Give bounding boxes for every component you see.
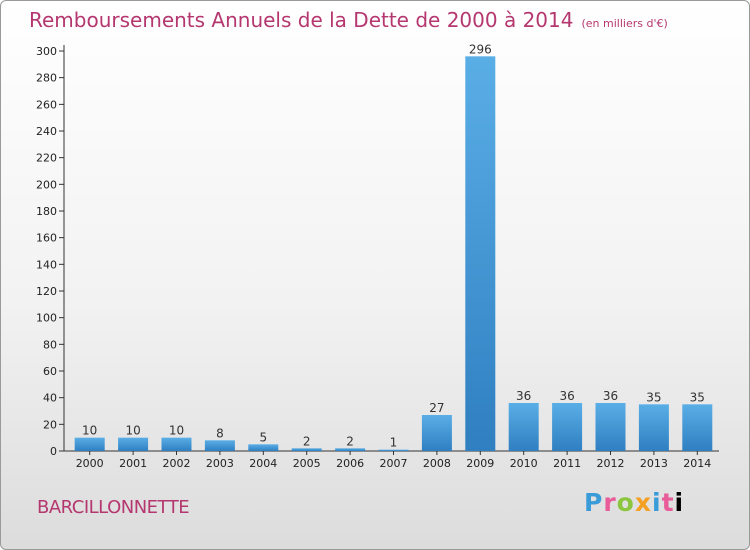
y-tick-label: 220 — [36, 152, 57, 165]
data-label-2013: 35 — [646, 390, 661, 404]
x-tick-label-2003: 2003 — [206, 457, 234, 470]
bar-2001 — [118, 437, 149, 451]
bar-2014 — [682, 404, 713, 451]
data-label-2008: 27 — [429, 401, 444, 415]
data-label-2002: 10 — [169, 424, 184, 438]
bar-2013 — [638, 404, 669, 451]
bar-2005 — [291, 448, 322, 451]
x-tick-label-2013: 2013 — [640, 457, 668, 470]
logo-letter: r — [603, 488, 617, 517]
bar-2008 — [421, 415, 452, 451]
x-tick-label-2000: 2000 — [76, 457, 104, 470]
data-label-2003: 8 — [216, 426, 224, 440]
y-tick-label: 200 — [36, 178, 57, 191]
x-tick-label-2005: 2005 — [293, 457, 321, 470]
bar-2012 — [595, 403, 626, 451]
data-label-2012: 36 — [603, 389, 618, 403]
logo-letter: i — [652, 488, 662, 517]
logo-letter: x — [634, 488, 652, 517]
data-label-2009: 296 — [469, 42, 492, 56]
logo-letter: i — [674, 488, 685, 517]
y-tick-label: 80 — [43, 338, 57, 351]
data-label-2006: 2 — [346, 434, 354, 448]
y-tick-label: 140 — [36, 258, 57, 271]
y-tick-label: 60 — [43, 365, 57, 378]
y-tick-label: 260 — [36, 98, 57, 111]
x-tick-label-2007: 2007 — [380, 457, 408, 470]
proxiti-logo: Proxiti — [584, 488, 684, 517]
data-label-2010: 36 — [516, 389, 531, 403]
data-label-2000: 10 — [82, 424, 97, 438]
data-label-2014: 35 — [690, 390, 705, 404]
y-tick-label: 280 — [36, 72, 57, 85]
bar-2011 — [552, 403, 583, 451]
bar-2010 — [508, 403, 539, 451]
bar-2009 — [465, 56, 496, 451]
chart-title: Remboursements Annuels de la Dette de 20… — [29, 8, 668, 32]
data-label-2001: 10 — [125, 424, 140, 438]
x-tick-label-2001: 2001 — [119, 457, 147, 470]
logo-letter: t — [661, 488, 675, 517]
y-tick-label: 0 — [50, 445, 57, 458]
bar-2002 — [161, 437, 192, 451]
y-tick-label: 120 — [36, 285, 57, 298]
x-tick-label-2008: 2008 — [423, 457, 451, 470]
x-tick-label-2009: 2009 — [466, 457, 494, 470]
chart-unit-note: (en milliers d'€) — [581, 17, 668, 30]
bar-2000 — [74, 437, 105, 451]
x-tick-label-2010: 2010 — [510, 457, 538, 470]
chart-title-text: Remboursements Annuels de la Dette de 20… — [29, 8, 574, 32]
bar-2006 — [335, 448, 366, 451]
bar-2003 — [204, 440, 235, 451]
logo-letter: P — [584, 488, 604, 517]
bar-2007 — [378, 449, 409, 451]
bar-2004 — [248, 444, 279, 451]
y-tick-label: 300 — [36, 45, 57, 58]
x-tick-label-2006: 2006 — [336, 457, 364, 470]
x-tick-label-2012: 2012 — [597, 457, 625, 470]
x-tick-label-2004: 2004 — [249, 457, 277, 470]
data-label-2004: 5 — [259, 430, 267, 444]
y-tick-label: 20 — [43, 418, 57, 431]
y-tick-label: 160 — [36, 232, 57, 245]
y-tick-label: 240 — [36, 125, 57, 138]
commune-name: BARCILLONNETTE — [37, 497, 190, 518]
x-tick-label-2002: 2002 — [163, 457, 191, 470]
data-label-2011: 36 — [559, 389, 574, 403]
x-tick-label-2014: 2014 — [683, 457, 711, 470]
y-tick-label: 100 — [36, 312, 57, 325]
logo-letter: o — [616, 488, 635, 517]
data-label-2005: 2 — [303, 434, 311, 448]
data-label-2007: 1 — [390, 436, 398, 450]
y-tick-label: 180 — [36, 205, 57, 218]
y-tick-label: 40 — [43, 392, 57, 405]
x-tick-label-2011: 2011 — [553, 457, 581, 470]
